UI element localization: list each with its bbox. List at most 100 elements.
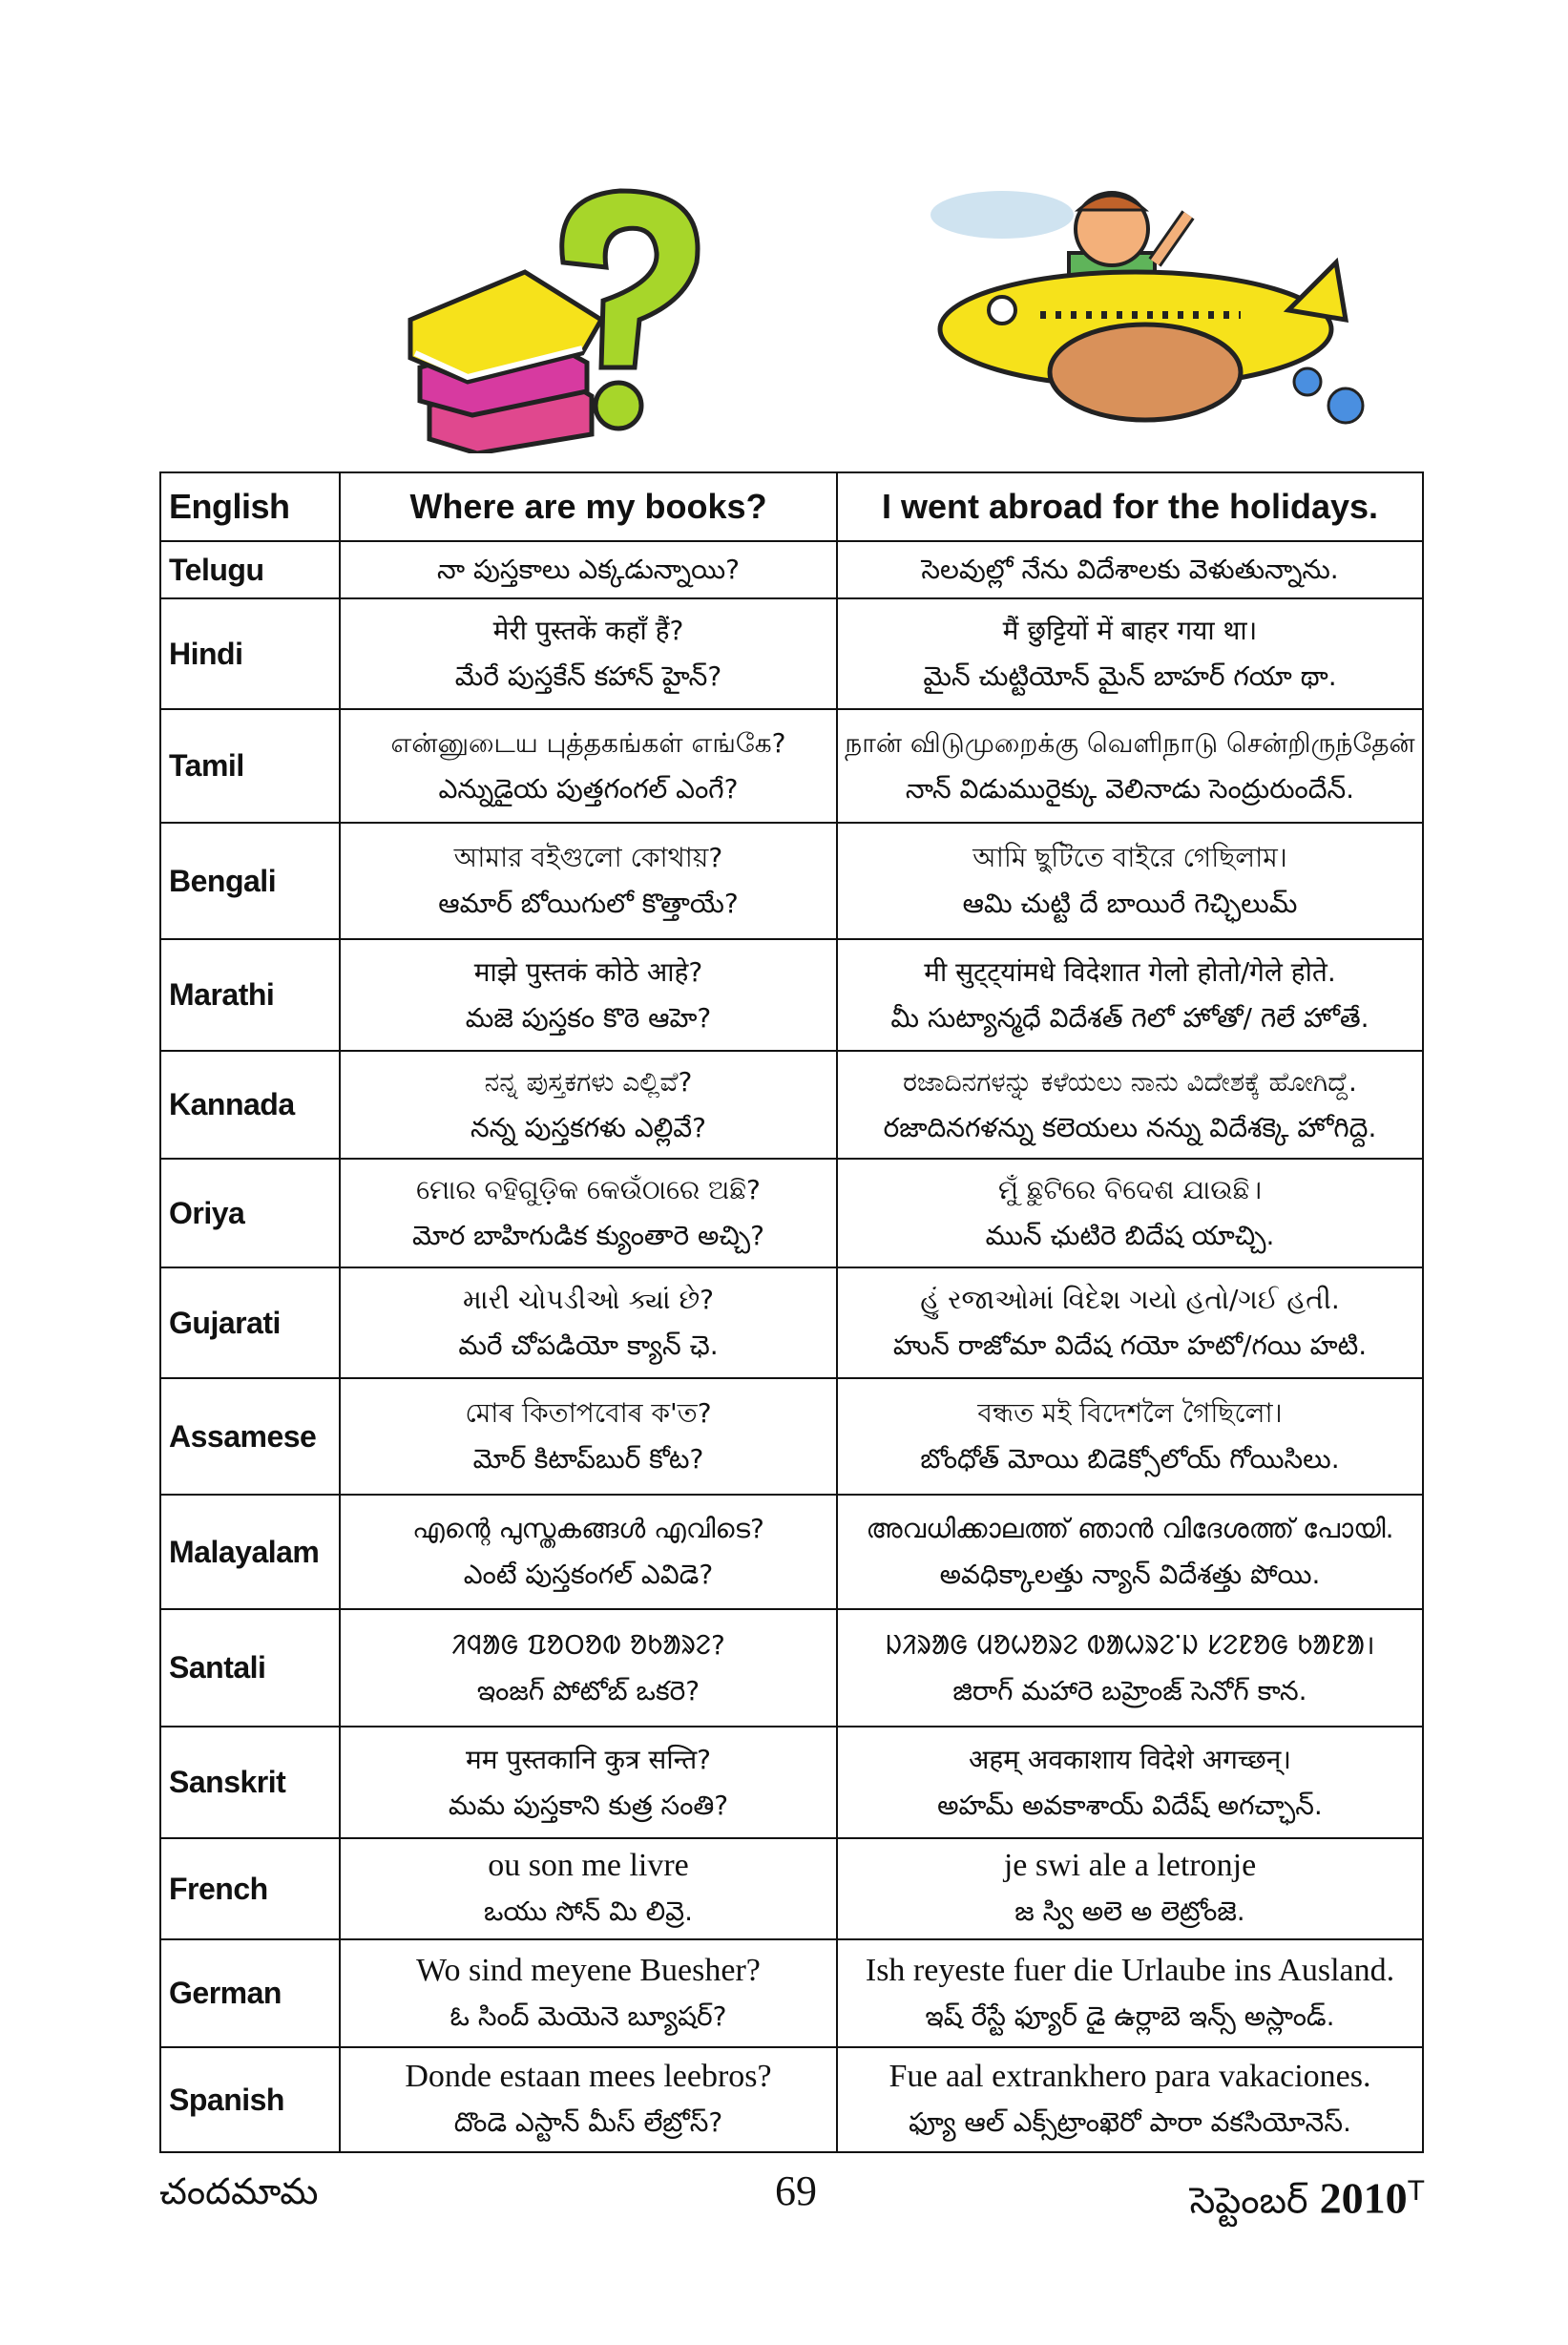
- table-row: Santali ᱤᱧᱟᱜ ᱯᱚᱛᱚᱵ ᱚᱠᱟᱨᱮ? ఇంజగ్ పోటోబ్ ఒకర…: [159, 1608, 1424, 1727]
- native-text: আমার বইগুলো কোথায়?: [453, 842, 723, 873]
- native-text: എന്റെ പുസ്തകങ്ങൾ എവിടെ?: [412, 1513, 764, 1544]
- answer-translation: मैं छुट्टियों में बाहर गया था। మైన్ చుట్ట…: [836, 597, 1424, 710]
- telugu-transliteration: మజె పుస్తకం కొఠె ఆహె?: [465, 1001, 712, 1034]
- question-translation: Donde estaan mees leebros? దొండె ఎస్టాన్ …: [339, 2046, 838, 2153]
- telugu-transliteration: ఇష్ రేస్టే ఫ్యూర్ డై ఉర్లాబె ఇన్స్ అస్లా…: [925, 2000, 1335, 2032]
- question-translation: મારી ચોપડીઓ ક્યાં છે? మరే చోపడియో క్యాన్ …: [339, 1267, 838, 1379]
- native-text: ମୁଁ ଛୁଟିରେ ବିଦେଶ ଯାଉଛି।: [998, 1174, 1262, 1205]
- native-text: मैं छुट्टियों में बाहर गया था।: [1002, 615, 1258, 646]
- table-row: Hindi मेरी पुस्तकें कहाँ हैं? మేరే పుస్తకే…: [159, 597, 1424, 710]
- language-name: Marathi: [159, 938, 341, 1052]
- answer-translation: je swi ale a letronje జ స్వి అలె అ లెట్రో…: [836, 1837, 1424, 1940]
- telugu-transliteration: హున్ రాజోమా విదేష గయో హటో/గయి హటి.: [892, 1330, 1368, 1361]
- header-answer: I went abroad for the holidays.: [836, 471, 1424, 542]
- language-name: Sanskrit: [159, 1726, 341, 1839]
- telugu-transliteration: రజాదినగళన్ను కలెయలు నన్ను విదేశక్కె హోగి…: [883, 1111, 1377, 1143]
- language-name: Bengali: [159, 822, 341, 940]
- table-row: Spanish Donde estaan mees leebros? దొండె ఎ…: [159, 2046, 1424, 2153]
- telugu-transliteration: మైన్ చుట్టియోన్ మైన్ బాహర్ గయా థా.: [923, 660, 1337, 692]
- telugu-transliteration: ఎంటే పుస్తకంగల్ ఎవిడె?: [463, 1559, 714, 1590]
- native-text: ମୋର ବହିଗୁଡ଼ିକ କେଉଁଠାରେ ଅଛି?: [416, 1174, 761, 1205]
- table-row: Kannada ನನ್ನ ಪುಸ್ತಕಗಳು ಎಲ್ಲಿವೆ? నన్న పుస్త…: [159, 1050, 1424, 1160]
- answer-translation: సెలవుల్లో నేను విదేశాలకు వెళుతున్నాను.: [836, 540, 1424, 599]
- telugu-transliteration: ఒయు సోన్ మి లివ్రె.: [484, 1895, 693, 1927]
- language-name: Kannada: [159, 1050, 341, 1160]
- answer-translation: Ish reyeste fuer die Urlaube ins Ausland…: [836, 1938, 1424, 2048]
- native-text: હું રજાઓમાં વિદેશ ગયો હતો/ગઈ હતી.: [920, 1284, 1340, 1315]
- answer-translation: ᱡᱤᱨᱟᱜ ᱢᱚᱦᱚᱨᱮ ᱵᱟᱦᱨᱮᱸᱡ ᱥᱮᱱᱚᱜ ᱠᱟᱱᱟ। జిరాగ్ మ…: [836, 1608, 1424, 1727]
- question-translation: মোৰ কিতাপবোৰ ক'ত? మోర్ కిటాప్‌బుర్ కోట?: [339, 1377, 838, 1496]
- answer-translation: நான் விடுமுறைக்கு வெளிநாடு சென்றிருந்தேன…: [836, 708, 1424, 824]
- native-text: મારી ચોપડીઓ ક્યાં છે?: [463, 1284, 714, 1315]
- telugu-transliteration: మేరే పుస్తకేన్ కహాన్ హైన్?: [454, 660, 722, 692]
- question-translation: माझे पुस्तकं कोठे आहे? మజె పుస్తకం కొఠె ఆ…: [339, 938, 838, 1052]
- boy-on-airplane-illustration: [930, 191, 1365, 425]
- telugu-transliteration: జ స్వి అలె అ లెట్రోంజె.: [1014, 1895, 1245, 1927]
- language-name: Hindi: [159, 597, 341, 710]
- table-row: Tamil என்னுடைய புத்தகங்கள் எங்கே? ఎన్నుడైయ…: [159, 708, 1424, 824]
- answer-translation: अहम् अवकाशाय विदेशे अगच्छन्। అహమ్ అవకాశాయ…: [836, 1726, 1424, 1839]
- telugu-transliteration: ఫ్యూ ఆల్ ఎక్స్‌ట్రాంఖెరో పారా వకసియోనెస్…: [909, 2106, 1351, 2138]
- native-text: ನನ್ನ ಪುಸ್ತಕಗಳು ಎಲ್ಲಿವೆ?: [484, 1065, 693, 1098]
- table-row: Oriya ମୋର ବହିଗୁଡ଼ିକ କେଉଁଠାରେ ଅଛି? మోర బాహి…: [159, 1158, 1424, 1268]
- native-text: Wo sind meyene Buesher?: [416, 1952, 761, 1988]
- answer-translation: ମୁଁ ଛୁଟିରେ ବିଦେଶ ଯାଉଛି। మున్ ఛుటిరె బిదేష…: [836, 1158, 1424, 1268]
- issue-month: సెప్టెంబర్: [1189, 2179, 1308, 2222]
- native-text: मी सुट्ट्यांमधे विदेशात गेलो होतो/गेले ह…: [924, 955, 1336, 988]
- magazine-name: చందమామ: [159, 2170, 319, 2212]
- native-text: বন্ধত মই বিদেশলৈ গৈছিলো।: [977, 1397, 1283, 1429]
- telugu-transliteration: జిరాగ్ మహారె బహ్రెంజ్ సెనోగ్ కాన.: [952, 1674, 1307, 1706]
- question-translation: എന്റെ പുസ്തകങ്ങൾ എവിടെ? ఎంటే పుస్తకంగల్ ఎ…: [339, 1494, 838, 1610]
- table-row: Telugu నా పుస్తకాలు ఎక్కడున్నాయి? సెలవుల్ల…: [159, 540, 1424, 599]
- native-text: അവധിക്കാലത്ത് ഞാൻ വിദേശത്ത് പോയി.: [866, 1513, 1394, 1544]
- table-row: German Wo sind meyene Buesher? ఓ సింద్ మెయ…: [159, 1938, 1424, 2048]
- answer-translation: ರಜಾದಿನಗಳನ್ನು ಕಳೆಯಲು ನಾನು ವಿದೇಶಕ್ಕೆ ಹೋಗಿದ…: [836, 1050, 1424, 1160]
- telugu-transliteration: మోర బాహిగుడిక క్యుంతారె అచ్చి?: [412, 1220, 764, 1251]
- table-row: Malayalam എന്റെ പുസ്തകങ്ങൾ എവിടെ? ఎంటే పుస…: [159, 1494, 1424, 1610]
- telugu-transliteration: ఇంజగ్ పోటోబ్ ఒకరె?: [476, 1674, 700, 1706]
- native-text: Donde estaan mees leebros?: [405, 2059, 772, 2094]
- telugu-transliteration: అవధిక్కాలత్తు న్యాన్ విదేశత్తు పోయి.: [939, 1559, 1321, 1590]
- language-name: French: [159, 1837, 341, 1940]
- language-name: Telugu: [159, 540, 341, 599]
- question-translation: என்னுடைய புத்தகங்கள் எங்கே? ఎన్నుడైయ పుత్…: [339, 708, 838, 824]
- header-question: Where are my books?: [339, 471, 838, 542]
- answer-translation: હું રજાઓમાં વિદેશ ગયો હતો/ગઈ હતી. హున్ రా…: [836, 1267, 1424, 1379]
- language-name: German: [159, 1938, 341, 2048]
- telugu-transliteration: మీ సుట్యాన్మధే విదేశత్ గెలో హోతో/ గెలే హ…: [890, 1001, 1369, 1034]
- native-text: நான் விடுமுறைக்கு வெளிநாடு சென்றிருந்தேன…: [845, 726, 1415, 759]
- language-name: Santali: [159, 1608, 341, 1727]
- issue-date: సెప్టెంబర్ 2010T: [1190, 2165, 1425, 2228]
- telugu-transliteration: ఓ సింద్ మెయెనె బ్యూషర్?: [449, 2000, 727, 2032]
- page-number: 69: [775, 2167, 817, 2214]
- question-translation: ମୋର ବହିଗୁଡ଼ିକ କେଉଁଠାରେ ଅଛି? మోర బాహిగుడిక…: [339, 1158, 838, 1268]
- table-row: Marathi माझे पुस्तकं कोठे आहे? మజె పుస్తకం…: [159, 938, 1424, 1052]
- telugu-transliteration: బోంధోత్ మోయి బిడెక్సోలోయ్ గోయిసిలు.: [920, 1443, 1340, 1475]
- telugu-transliteration: మమ పుస్తకాని కుత్ర సంతి?: [448, 1789, 729, 1821]
- books-question-mark-illustration: [408, 188, 700, 453]
- telugu-transliteration: అహమ్ అవకాశాయ్ విదేష్ అగచ్ఛాన్.: [937, 1789, 1323, 1821]
- language-name: Spanish: [159, 2046, 341, 2153]
- question-translation: मेरी पुस्तकें कहाँ हैं? మేరే పుస్తకేన్ కహ…: [339, 597, 838, 710]
- native-text: আমি ছুটিতে বাইরে গেছিলাম।: [972, 842, 1287, 873]
- native-text: ou son me livre: [488, 1848, 689, 1883]
- native-text: నా పుస్తకాలు ఎక్కడున్నాయి?: [437, 554, 740, 585]
- table-row: Gujarati મારી ચોપડીઓ ક્યાં છે? మరే చోపడియో…: [159, 1267, 1424, 1379]
- native-text: என்னுடைய புத்தகங்கள் எங்கே?: [390, 726, 786, 759]
- answer-translation: അവധിക്കാലത്ത് ഞാൻ വിദേശത്ത് പോയി. అవధిక్క…: [836, 1494, 1424, 1610]
- telugu-transliteration: మరే చోపడియో క్యాన్ ఛె.: [458, 1330, 719, 1361]
- native-text: ರಜಾದಿನಗಳನ್ನು ಕಳೆಯಲು ನಾನು ವಿದೇಶಕ್ಕೆ ಹೋಗಿದ…: [903, 1065, 1357, 1098]
- telugu-transliteration: నాన్ విడుమురైక్కు వెలినాడు సెంద్రురుందేన…: [905, 772, 1355, 805]
- telugu-transliteration: దొండె ఎస్టాన్ మీస్ లేబ్రోస్?: [453, 2106, 723, 2138]
- footer-mark: T: [1407, 2175, 1425, 2207]
- table-row: French ou son me livre ఒయు సోన్ మి లివ్రె.…: [159, 1837, 1424, 1940]
- native-text: माझे पुस्तकं कोठे आहे?: [473, 955, 703, 988]
- language-name: Gujarati: [159, 1267, 341, 1379]
- native-text: ᱤᱧᱟᱜ ᱯᱚᱛᱚᱵ ᱚᱠᱟᱨᱮ?: [451, 1628, 725, 1661]
- telugu-transliteration: ఆమార్ బోయిగులో కొత్తాయే?: [438, 888, 739, 919]
- header-language: English: [159, 471, 341, 542]
- telugu-transliteration: మోర్ కిటాప్‌బుర్ కోట?: [472, 1443, 704, 1475]
- answer-translation: Fue aal extrankhero para vakaciones. ఫ్యూ…: [836, 2046, 1424, 2153]
- native-text: సెలవుల్లో నేను విదేశాలకు వెళుతున్నాను.: [921, 554, 1339, 585]
- native-text: मम पुस्तकानि कुत्र सन्ति?: [465, 1743, 712, 1775]
